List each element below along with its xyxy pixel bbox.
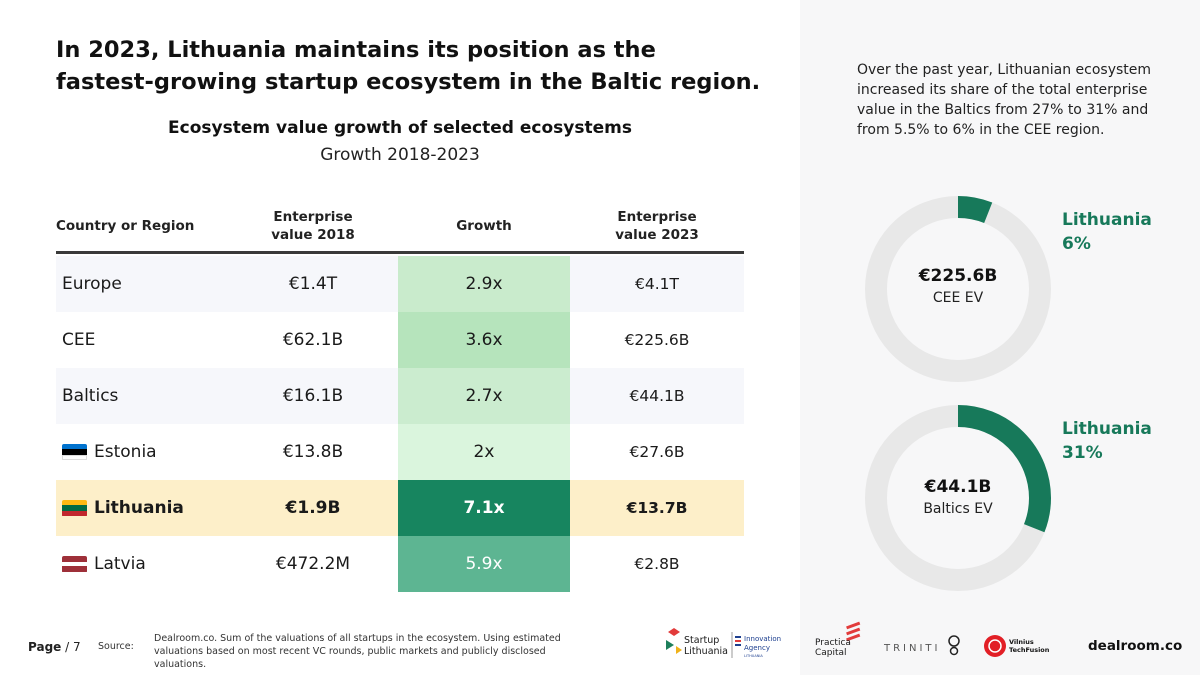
lithuania-flag-icon [62, 499, 87, 517]
ev-2018: €13.8B [282, 442, 344, 462]
donut-label: Baltics EV [923, 501, 993, 517]
country-name: Latvia [94, 554, 146, 574]
ev-2018: €1.4T [288, 274, 338, 294]
table-row-baltics: Baltics €16.1B 2.7x €44.1B [56, 368, 744, 424]
svg-text:Practica: Practica [815, 638, 851, 648]
donut-share-arc [865, 405, 1051, 591]
country-name: Baltics [62, 386, 119, 406]
donut-value: €44.1B [924, 477, 992, 497]
donut-label: CEE EV [932, 290, 984, 306]
table-subtitle: Growth 2018-2023 [320, 145, 480, 165]
footer: Page / 7 Source: Dealroom.co. Sum of the… [0, 610, 800, 675]
ev-2023: €13.7B [626, 499, 688, 517]
source-label: Source: [98, 641, 134, 652]
growth-value: 5.9x [398, 536, 570, 592]
svg-text:Innovation: Innovation [744, 635, 781, 643]
svg-text:Agency: Agency [744, 644, 770, 652]
country-name: CEE [62, 330, 96, 350]
page-number: Page / 7 [28, 640, 81, 654]
donut-share-arc [865, 196, 1051, 382]
ev-2023: €44.1B [629, 387, 685, 405]
estonia-flag-icon [62, 443, 87, 461]
side-description: Over the past year, Lithuanian ecosystem… [857, 62, 1152, 138]
table-row-latvia: Latvia €472.2M 5.9x €2.8B [56, 536, 744, 592]
country-cell: Lithuania [62, 480, 242, 536]
country-cell: Estonia [62, 424, 242, 480]
table-title: Ecosystem value growth of selected ecosy… [168, 118, 632, 138]
table-header: Country or Region Enterprise value 2018 G… [56, 200, 744, 254]
svg-text:Startup: Startup [684, 635, 719, 646]
table-row-estonia: Estonia €13.8B 2x €27.6B [56, 424, 744, 480]
ev-2023: €27.6B [629, 443, 685, 461]
headline-line-2: fastest-growing startup ecosystem in the… [56, 69, 761, 95]
header-ev-2018: Enterprise value 2018 [271, 208, 355, 243]
country-cell: Latvia [62, 536, 242, 592]
dealroom-logo: dealroom.co [1086, 620, 1182, 664]
svg-text:Capital: Capital [815, 648, 847, 658]
table-row-lithuania: Lithuania €1.9B 7.1x €13.7B [56, 480, 744, 536]
headline-line-1: In 2023, Lithuania maintains its positio… [56, 37, 656, 63]
cee-share-label: Lithuania 6% [1062, 210, 1152, 254]
ev-2023: €225.6B [624, 331, 690, 349]
ev-2018: €16.1B [282, 386, 344, 406]
growth-value: 3.6x [398, 312, 570, 368]
source-text: Dealroom.co. Sum of the valuations of al… [154, 633, 561, 670]
cee-ev-donut [865, 196, 1051, 382]
ev-2023: €2.8B [634, 555, 680, 573]
ev-2018: €1.9B [285, 498, 341, 518]
vilnius-techfusion-logo: Vilnius TechFusion [982, 620, 1070, 664]
growth-value: 2x [398, 424, 570, 480]
baltics-donut-center: €44.1B Baltics EV [888, 477, 1028, 517]
country-name: Europe [62, 274, 122, 294]
baltics-share-label: Lithuania 31% [1062, 419, 1152, 463]
latvia-flag-icon [62, 555, 87, 573]
header-growth: Growth [456, 217, 512, 234]
practica-capital-logo: Practica Capital [812, 620, 866, 664]
svg-text:Vilnius: Vilnius [1009, 638, 1034, 646]
svg-text:TechFusion: TechFusion [1009, 646, 1050, 654]
ev-2018: €62.1B [282, 330, 344, 350]
page-headline: In 2023, Lithuania maintains its positio… [56, 34, 776, 98]
svg-text:Lithuania: Lithuania [684, 646, 728, 657]
svg-text:dealroom.co: dealroom.co [1088, 638, 1182, 654]
country-name: Estonia [94, 442, 157, 462]
svg-text:LITHUANIA: LITHUANIA [744, 654, 763, 658]
left-panel: In 2023, Lithuania maintains its positio… [0, 34, 800, 675]
svg-text:TRINITI: TRINITI [883, 643, 941, 654]
ev-2018: €472.2M [275, 554, 351, 574]
table-row-europe: Europe €1.4T 2.9x €4.1T [56, 256, 744, 312]
growth-value: 7.1x [398, 480, 570, 536]
growth-value: 2.9x [398, 256, 570, 312]
header-ev-2023: Enterprise value 2023 [615, 208, 699, 243]
baltics-ev-donut [865, 405, 1051, 591]
growth-value: 2.7x [398, 368, 570, 424]
cee-donut-center: €225.6B CEE EV [888, 266, 1028, 306]
table-row-cee: CEE €62.1B 3.6x €225.6B [56, 312, 744, 368]
startup-lithuania-logo: Startup Lithuania Innovation Agency LITH… [662, 620, 792, 664]
ev-2023: €4.1T [635, 275, 679, 293]
header-country: Country or Region [56, 217, 195, 234]
triniti-logo: TRINITI [882, 620, 964, 664]
donut-value: €225.6B [918, 266, 998, 286]
country-name: Lithuania [94, 498, 184, 518]
